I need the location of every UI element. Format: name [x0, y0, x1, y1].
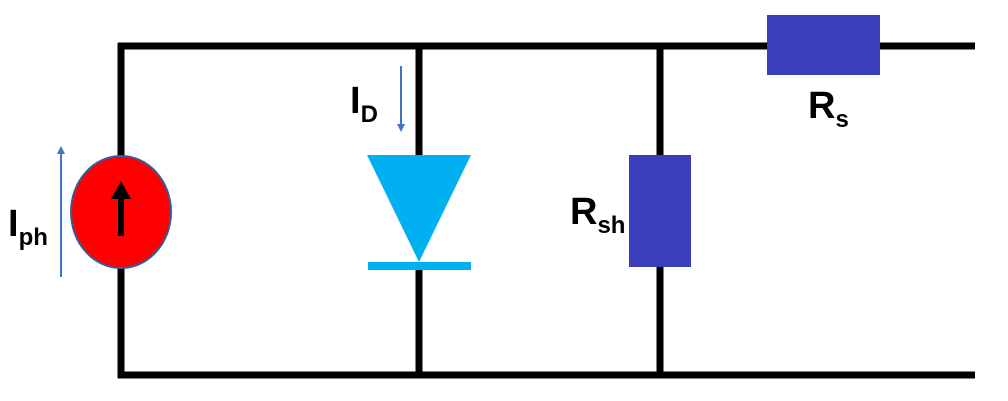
arrow-up-icon	[111, 181, 131, 236]
diode-current-label: ID	[350, 80, 378, 128]
diode-bar	[368, 262, 471, 270]
diode-triangle	[367, 155, 471, 262]
shunt-resistor-label: Rsh	[570, 191, 625, 239]
wires	[117, 42, 975, 379]
series-resistor	[767, 15, 880, 75]
current-source	[70, 155, 172, 269]
series-resistor-label: Rs	[808, 85, 849, 133]
diode	[367, 155, 471, 270]
photocurrent-label: Iph	[8, 203, 48, 251]
shunt-resistor	[629, 155, 691, 267]
